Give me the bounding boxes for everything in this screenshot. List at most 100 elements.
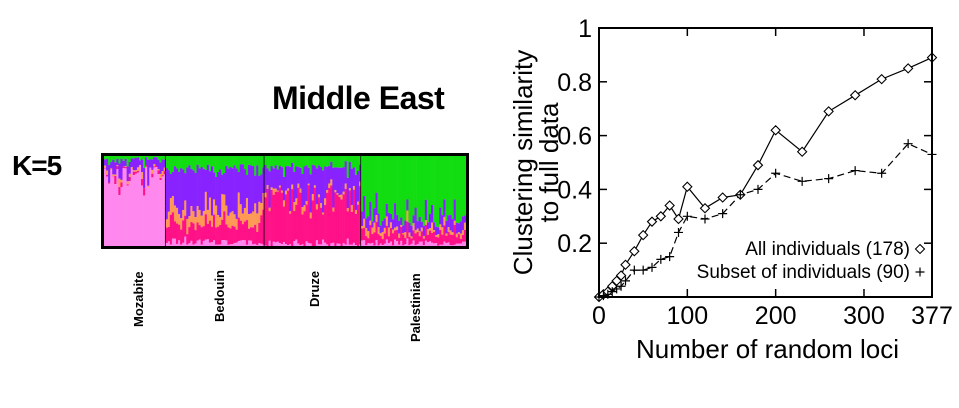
ancestry-segment [365, 156, 368, 219]
ancestry-segment [295, 166, 298, 199]
x-tick-label: 300 [843, 302, 885, 330]
ancestry-segment [291, 162, 294, 185]
ancestry-segment [204, 169, 208, 192]
ancestry-segment [274, 165, 278, 189]
ancestry-segment [297, 166, 300, 184]
ancestry-segment [157, 174, 160, 246]
ancestry-segment [363, 218, 366, 229]
ancestry-segment [445, 220, 448, 234]
ancestry-segment [149, 156, 152, 160]
ancestry-segment [334, 190, 337, 193]
ancestry-segment [188, 227, 191, 244]
ancestry-segment [363, 196, 366, 219]
ancestry-segment [188, 243, 191, 246]
ancestry-segment [167, 226, 171, 242]
ancestry-segment [328, 166, 331, 184]
ancestry-segment [317, 197, 321, 245]
structure-frame [101, 153, 469, 249]
data-point-diamond [876, 73, 887, 85]
ancestry-segment [280, 156, 284, 168]
ancestry-segment [188, 216, 191, 228]
ancestry-segment [375, 215, 378, 222]
ancestry-segment [414, 244, 417, 246]
ancestry-segment [463, 222, 467, 231]
ancestry-segment [250, 165, 253, 214]
ancestry-segment [443, 241, 446, 246]
ancestry-segment [258, 201, 261, 223]
ancestry-segment [285, 244, 288, 246]
ancestry-segment [287, 190, 290, 246]
ancestry-segment [124, 166, 127, 167]
ancestry-segment [330, 156, 333, 162]
ancestry-segment [414, 230, 417, 234]
ancestry-segment [295, 239, 298, 246]
ancestry-segment [153, 166, 156, 168]
ancestry-segment [387, 242, 391, 246]
ancestry-segment [387, 212, 391, 228]
ancestry-segment [134, 156, 138, 158]
ancestry-segment [344, 244, 348, 246]
ancestry-segment [400, 156, 403, 218]
ancestry-segment [424, 224, 428, 241]
ancestry-segment [239, 240, 243, 246]
ancestry-segment [375, 192, 378, 216]
ancestry-segment [414, 233, 417, 245]
ancestry-segment [266, 156, 269, 169]
ancestry-segment [147, 159, 150, 186]
ancestry-segment [344, 161, 348, 184]
ancestry-segment [313, 156, 317, 166]
ancestry-segment [344, 188, 348, 245]
ancestry-segment [126, 184, 129, 186]
ancestry-segment [229, 228, 232, 245]
ancestry-segment [243, 156, 247, 169]
ancestry-segment [338, 167, 341, 196]
ancestry-segment [431, 242, 434, 246]
ancestry-segment [134, 170, 138, 172]
plot-frame [598, 27, 933, 298]
ancestry-segment [157, 159, 160, 170]
ancestry-segment [410, 236, 413, 239]
ancestry-segment [266, 188, 269, 246]
ancestry-segment [285, 166, 288, 191]
ancestry-segment [426, 156, 430, 223]
ancestry-segment [219, 224, 222, 245]
ancestry-segment [112, 156, 115, 160]
ancestry-segment [285, 194, 288, 245]
ancestry-segment [252, 227, 255, 245]
ancestry-segment [124, 158, 127, 167]
ancestry-segment [243, 240, 247, 246]
ancestry-segment [414, 156, 417, 208]
ancestry-segment [215, 244, 218, 246]
ancestry-segment [132, 156, 136, 159]
ancestry-segment [169, 198, 173, 215]
ancestry-segment [258, 243, 261, 246]
ancestry-segment [435, 156, 438, 227]
ancestry-segment [307, 156, 310, 168]
ancestry-segment [422, 156, 426, 226]
ancestry-segment [233, 242, 236, 246]
ancestry-segment [112, 174, 115, 177]
k-label: K=5 [12, 150, 62, 181]
ancestry-segment [352, 167, 356, 187]
ancestry-segment [136, 157, 140, 168]
ancestry-segment [363, 240, 366, 246]
ancestry-segment [237, 192, 241, 218]
ancestry-segment [225, 224, 228, 241]
ancestry-segment [223, 240, 226, 246]
ancestry-segment [132, 158, 136, 171]
ancestry-segment [282, 200, 286, 207]
ancestry-segment [264, 192, 267, 198]
ancestry-segment [204, 214, 208, 240]
ancestry-segment [424, 220, 428, 225]
ancestry-segment [134, 157, 138, 171]
ancestry-segment [346, 211, 350, 239]
ancestry-segment [326, 166, 329, 191]
ancestry-segment [422, 235, 426, 239]
ancestry-segment [361, 240, 364, 246]
ancestry-segment [371, 156, 374, 222]
ancestry-segment [231, 168, 234, 212]
ancestry-segment [299, 156, 302, 168]
ancestry-segment [332, 156, 335, 168]
ancestry-segment [196, 222, 199, 241]
ancestry-segment [455, 237, 459, 244]
